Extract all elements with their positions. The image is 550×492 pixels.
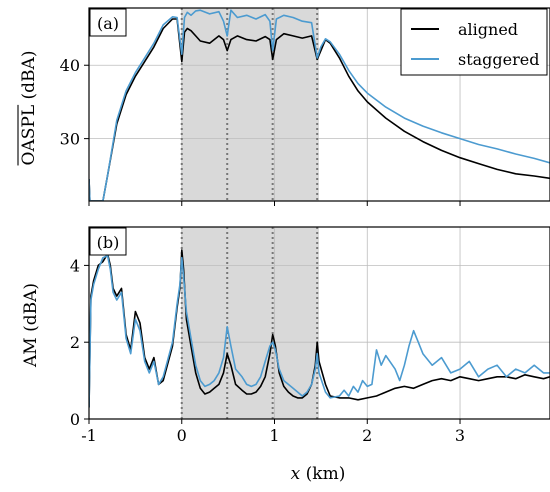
- panel-b-series-aligned: [89, 249, 550, 408]
- panel-b-x-tick-label: 2: [362, 426, 372, 445]
- panel-b-y-tick-label: 0: [70, 410, 80, 429]
- legend-box: [400, 8, 548, 76]
- panel-a-series-aligned: [89, 18, 550, 201]
- legend-label-aligned: aligned: [458, 20, 518, 39]
- panel-a-series-staggered: [89, 9, 550, 201]
- panel-a-label: (a): [97, 14, 119, 33]
- panel-a-y-tick-label: 40: [60, 56, 80, 75]
- panel-b-y-tick-label: 4: [70, 256, 80, 275]
- panel-a-axes-frame: [88, 7, 550, 202]
- panel-a-ylabel: OASPL (dBA): [19, 51, 39, 166]
- panel-a-y-tick-label: 30: [60, 130, 80, 149]
- panel-b-x-tick-label: 1: [269, 426, 279, 445]
- panel-b-y-tick-label: 2: [70, 333, 80, 352]
- panel-a-ylabel-unit: (dBA): [19, 51, 39, 105]
- panel-b-label: (b): [97, 233, 120, 252]
- x-axis-label: x (km): [291, 464, 346, 484]
- panel-b-x-tick-label: 3: [455, 426, 465, 445]
- x-axis-variable: x: [291, 464, 301, 484]
- panel-a-oaspl: 30 40 (a) aligned staggered: [60, 7, 550, 206]
- panel-a-label-box: [89, 8, 127, 37]
- panel-b-axes-frame: [88, 226, 550, 420]
- panel-b-label-box: [89, 227, 127, 256]
- legend-label-staggered: staggered: [458, 50, 540, 69]
- panel-b-x-tick-label: -1: [81, 426, 97, 445]
- panel-b-ylabel: AM (dBA): [21, 283, 41, 368]
- panel-b-x-tick-label: 0: [177, 426, 187, 445]
- panel-b-series-staggered: [89, 255, 550, 408]
- panel-a-ylabel-quantity: OASPL: [19, 105, 39, 166]
- x-axis-unit: (km): [300, 464, 345, 484]
